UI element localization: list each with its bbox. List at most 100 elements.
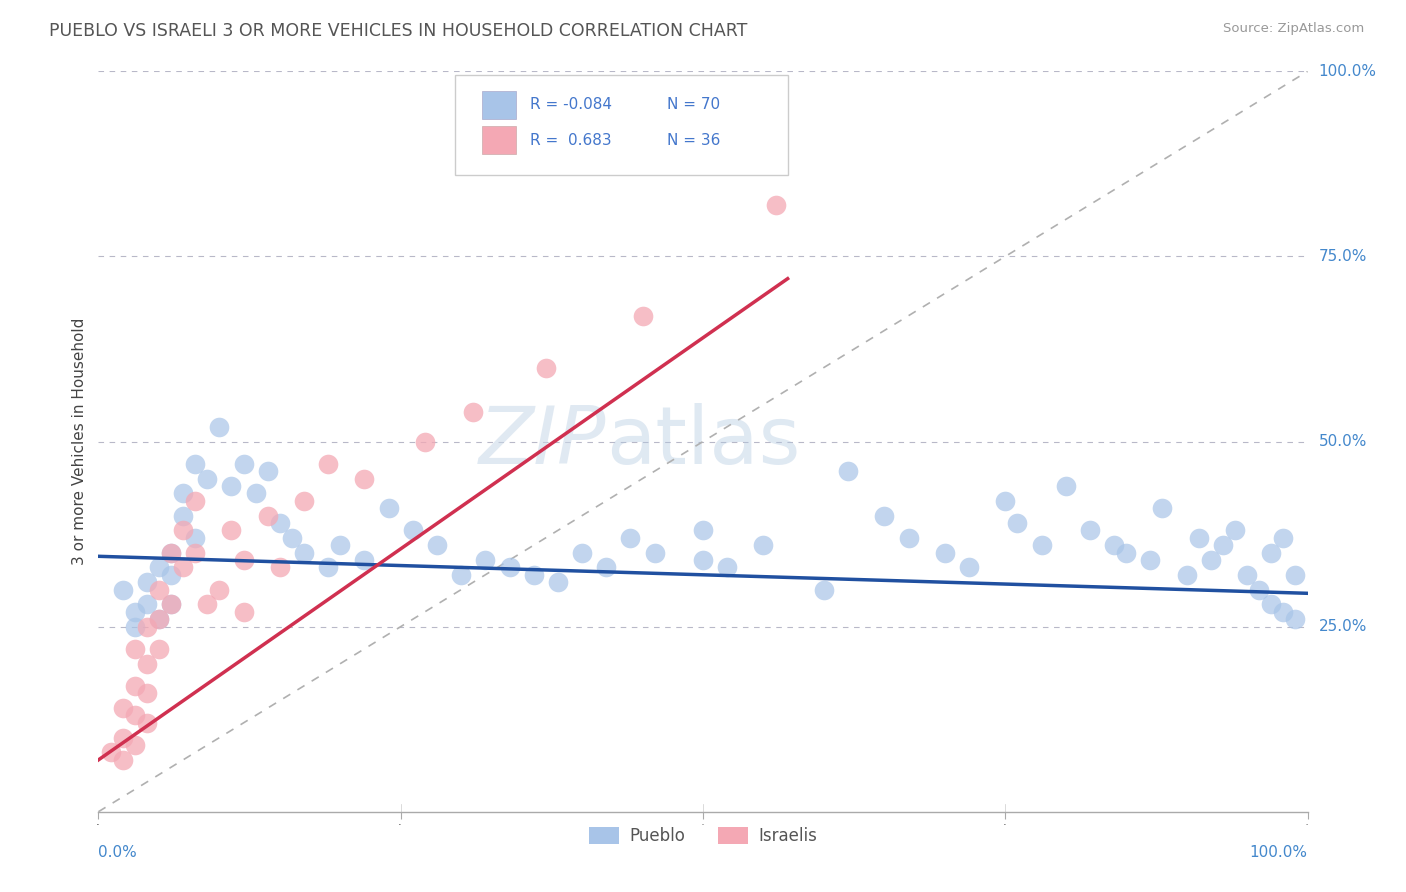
Point [111,701,134,715]
Point [172,508,194,523]
Text: Source: ZipAtlas.com: Source: ZipAtlas.com [1223,22,1364,36]
Text: 100.0%: 100.0% [1250,845,1308,860]
Point [135,598,157,612]
Point [1078,524,1101,538]
Point [1272,531,1295,545]
Point [160,546,183,560]
Point [692,553,714,567]
Point [111,582,134,597]
Point [135,619,157,633]
Point [1115,546,1137,560]
Point [1223,524,1246,538]
Text: R =  0.683: R = 0.683 [530,133,612,148]
Point [1175,567,1198,582]
Point [124,641,146,656]
Point [281,531,304,545]
Point [256,464,278,478]
Point [135,686,157,700]
Point [172,560,194,574]
Point [1188,531,1211,545]
FancyBboxPatch shape [482,126,516,154]
Point [523,567,546,582]
Point [195,598,218,612]
Point [269,560,291,574]
Point [426,538,449,552]
Point [692,524,714,538]
Point [934,546,956,560]
Point [124,605,146,619]
Point [957,560,980,574]
Point [498,560,520,574]
Point [135,715,157,730]
Point [631,309,654,323]
Point [124,679,146,693]
Point [1260,546,1282,560]
Point [208,419,231,434]
Text: 50.0%: 50.0% [1319,434,1367,449]
Point [184,546,207,560]
Point [1139,553,1161,567]
Point [184,531,207,545]
Text: 75.0%: 75.0% [1319,249,1367,264]
Point [716,560,738,574]
Point [232,605,254,619]
Point [897,531,920,545]
Text: 25.0%: 25.0% [1319,619,1367,634]
Point [463,405,485,419]
Point [160,598,183,612]
Point [269,516,291,530]
Point [245,486,267,500]
Point [221,524,243,538]
Point [1260,598,1282,612]
Text: 100.0%: 100.0% [1319,64,1376,78]
Point [353,471,375,485]
Point [1031,538,1053,552]
Point [813,582,835,597]
Point [256,508,278,523]
Point [873,508,896,523]
Point [316,560,339,574]
Point [402,524,425,538]
Point [1152,501,1174,516]
Point [292,493,315,508]
Point [172,524,194,538]
Point [221,479,243,493]
Point [148,560,170,574]
Point [184,457,207,471]
Point [111,753,134,767]
Point [644,546,666,560]
Point [1102,538,1125,552]
Point [1212,538,1234,552]
Point [148,641,170,656]
Point [124,738,146,752]
Point [160,567,183,582]
Point [1007,516,1029,530]
Point [232,457,254,471]
Point [172,486,194,500]
Point [111,731,134,745]
Text: PUEBLO VS ISRAELI 3 OR MORE VEHICLES IN HOUSEHOLD CORRELATION CHART: PUEBLO VS ISRAELI 3 OR MORE VEHICLES IN … [49,22,748,40]
Point [160,546,183,560]
Text: ZIP: ZIP [479,402,606,481]
Point [148,612,170,626]
Text: 0.0%: 0.0% [98,845,138,860]
Point [353,553,375,567]
Point [124,619,146,633]
FancyBboxPatch shape [482,91,516,119]
Point [195,471,218,485]
Point [184,493,207,508]
FancyBboxPatch shape [456,75,787,175]
Point [148,612,170,626]
Point [534,360,557,375]
Point [547,575,569,590]
Point [450,567,472,582]
Text: N = 36: N = 36 [666,133,720,148]
Point [148,582,170,597]
Legend: Pueblo, Israelis: Pueblo, Israelis [582,820,824,852]
Text: atlas: atlas [606,402,800,481]
Point [571,546,593,560]
Point [1249,582,1271,597]
Point [1236,567,1258,582]
Point [124,708,146,723]
Point [316,457,339,471]
